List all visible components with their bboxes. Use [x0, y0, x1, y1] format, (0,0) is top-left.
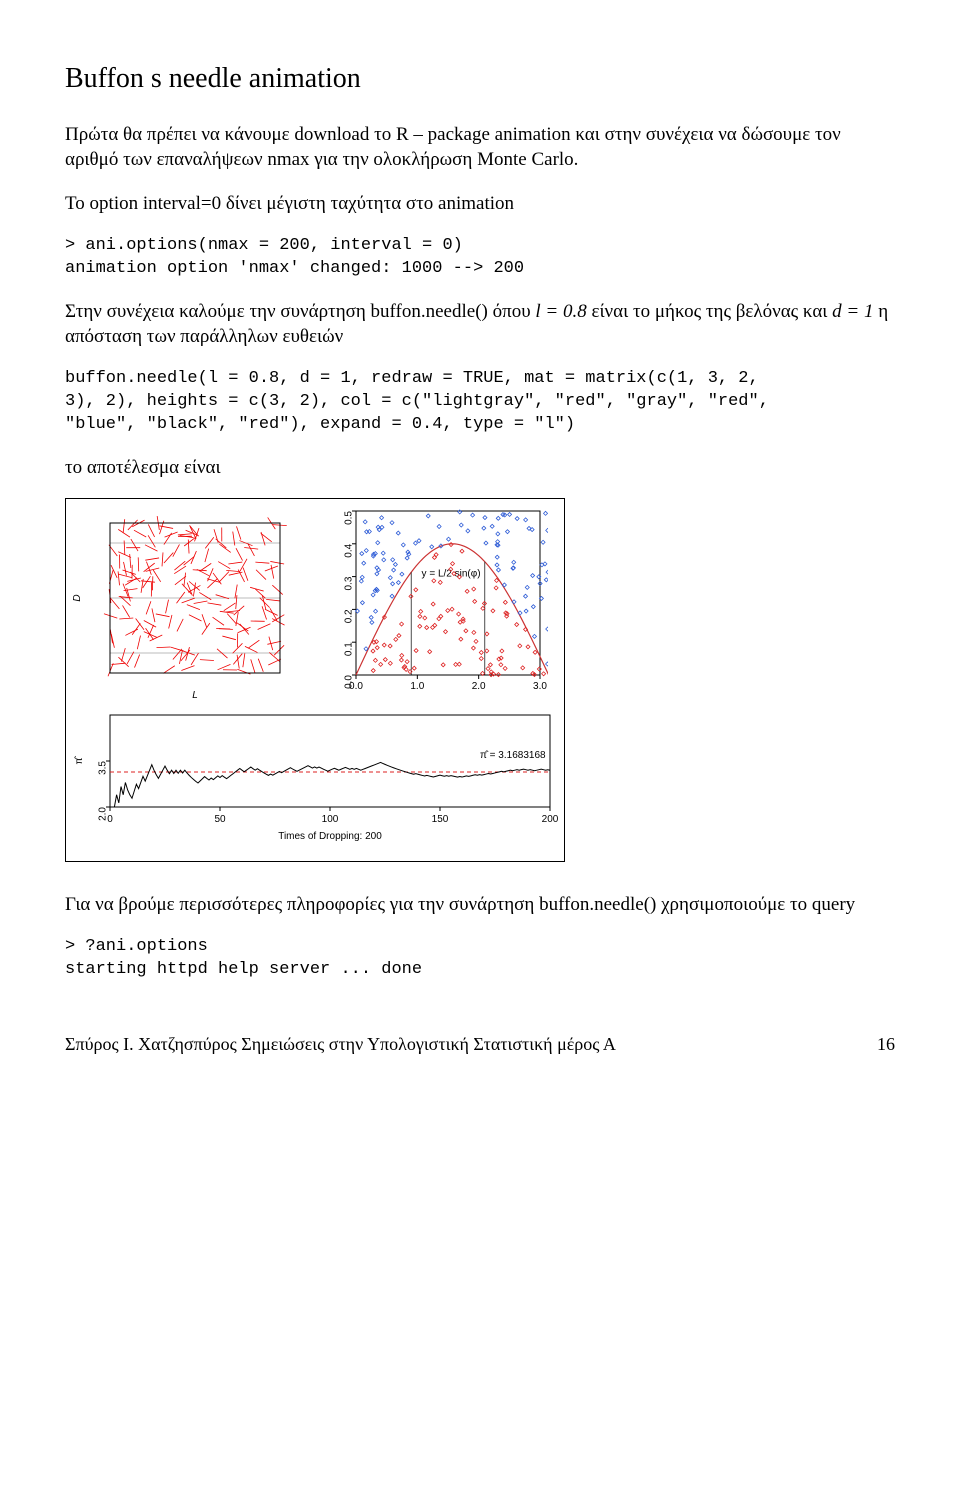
svg-text:0.3: 0.3 — [344, 576, 355, 590]
needle-scatter-panel: DL — [70, 503, 290, 703]
page-title: Buffon s needle animation — [65, 60, 895, 98]
intro-para-1: Πρώτα θα πρέπει να κάνουμε download το R… — [65, 122, 895, 173]
svg-text:1.0: 1.0 — [410, 681, 424, 692]
sin-arc-panel: 0.00.10.20.30.40.50.01.02.03.0y = L/2 si… — [318, 503, 548, 703]
query-para: Για να βρούμε περισσότερες πληροφορίες γ… — [65, 892, 895, 918]
svg-text:3.0: 3.0 — [533, 681, 547, 692]
buffon-figure: DL 0.00.10.20.30.40.50.01.02.03.0y = L/2… — [65, 498, 565, 862]
svg-text:L: L — [192, 690, 198, 701]
code-block-1: > ani.options(nmax = 200, interval = 0) … — [65, 235, 895, 281]
svg-text:2.0: 2.0 — [472, 681, 486, 692]
intro-para-2: Το option interval=0 δίνει μέγιστη ταχύτ… — [65, 191, 895, 217]
svg-text:200: 200 — [542, 814, 558, 825]
intro-para-3: Στην συνέχεια καλούμε την συνάρτηση buff… — [65, 299, 895, 350]
svg-text:π̂: π̂ — [73, 756, 85, 765]
code-block-2: buffon.needle(l = 0.8, d = 1, redraw = T… — [65, 368, 895, 437]
svg-text:0.2: 0.2 — [344, 609, 355, 623]
page-number: 16 — [877, 1032, 895, 1056]
svg-text:Times of Dropping: 200: Times of Dropping: 200 — [278, 831, 382, 842]
svg-text:0.0: 0.0 — [349, 681, 363, 692]
svg-text:100: 100 — [322, 814, 339, 825]
svg-text:D: D — [72, 595, 83, 602]
footer-text: Σπύρος Ι. Χατζησπύρος Σημειώσεις στην Υπ… — [65, 1032, 616, 1056]
svg-text:0.1: 0.1 — [344, 642, 355, 656]
svg-text:0.4: 0.4 — [344, 544, 355, 558]
svg-text:150: 150 — [432, 814, 449, 825]
page-footer: Σπύρος Ι. Χατζησπύρος Σημειώσεις στην Υπ… — [65, 1032, 895, 1056]
svg-text:0.5: 0.5 — [344, 511, 355, 525]
svg-text:50: 50 — [214, 814, 226, 825]
code-block-3: > ?ani.options starting httpd help serve… — [65, 936, 895, 982]
svg-text:π̂ = 3.1683168: π̂ = 3.1683168 — [480, 749, 546, 761]
svg-text:3.5: 3.5 — [98, 761, 109, 775]
convergence-panel: π̂2.03.5050100150200Times of Dropping: 2… — [70, 707, 558, 857]
result-label: το αποτέλεσμα είναι — [65, 455, 895, 481]
svg-text:0: 0 — [107, 814, 113, 825]
svg-text:y = L/2 sin(φ): y = L/2 sin(φ) — [422, 569, 481, 580]
